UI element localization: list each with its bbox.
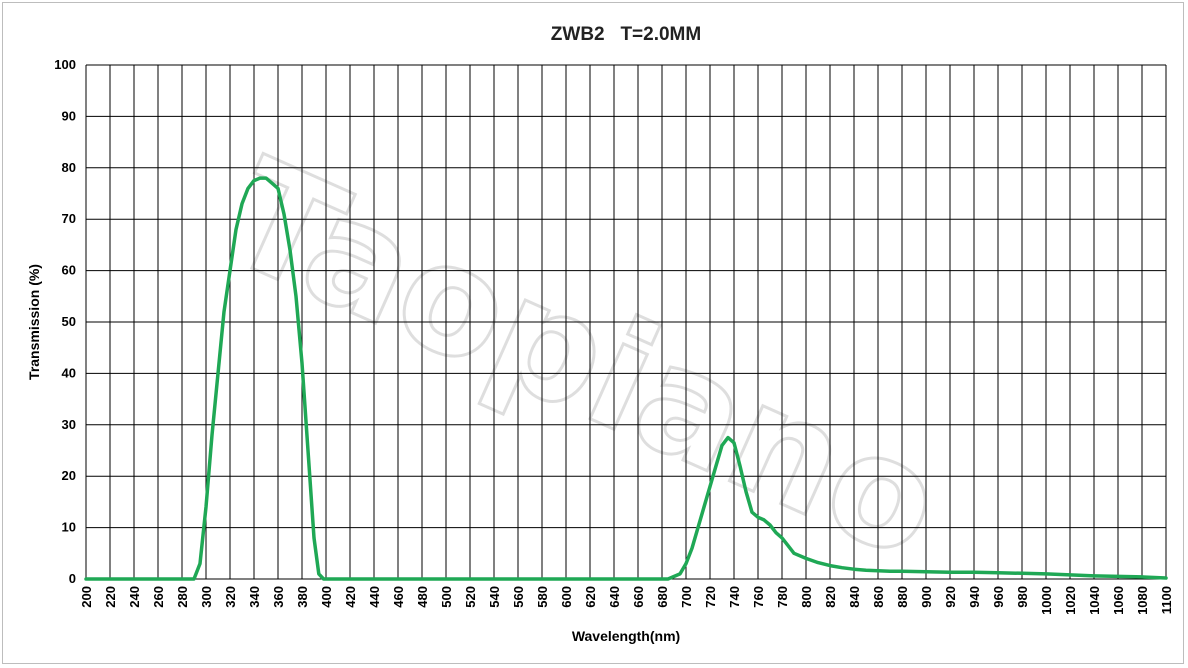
x-tick-label: 740 <box>727 586 742 608</box>
x-tick-label: 1000 <box>1039 586 1054 615</box>
x-tick-label: 380 <box>295 586 310 608</box>
x-tick-label: 200 <box>79 586 94 608</box>
x-tick-label: 840 <box>847 586 862 608</box>
x-tick-label: 520 <box>463 586 478 608</box>
y-tick-labels: 0 10 20 30 40 50 60 70 80 90 100 <box>54 57 76 586</box>
x-tick-label: 760 <box>751 586 766 608</box>
x-tick-label: 700 <box>679 586 694 608</box>
x-tick-label: 400 <box>319 586 334 608</box>
x-tick-label: 1080 <box>1135 586 1150 615</box>
x-axis-label: Wavelength(nm) <box>572 628 680 644</box>
y-axis-label: Transmission (%) <box>26 264 42 380</box>
x-tick-label: 220 <box>103 586 118 608</box>
x-tick-label: 780 <box>775 586 790 608</box>
x-tick-label: 300 <box>199 586 214 608</box>
x-tick-label: 800 <box>799 586 814 608</box>
x-tick-label: 260 <box>151 586 166 608</box>
y-tick-label: 80 <box>62 160 76 175</box>
x-tick-label: 940 <box>967 586 982 608</box>
x-tick-label: 600 <box>559 586 574 608</box>
series-layer <box>84 176 1168 581</box>
x-tick-label: 1040 <box>1087 586 1102 615</box>
x-tick-label: 460 <box>391 586 406 608</box>
x-tick-label: 640 <box>607 586 622 608</box>
x-tick-label: 960 <box>991 586 1006 608</box>
x-tick-label: 1020 <box>1063 586 1078 615</box>
watermark-text: Taopiano <box>203 127 965 594</box>
y-tick-label: 10 <box>62 520 76 535</box>
x-tick-label: 500 <box>439 586 454 608</box>
x-tick-label: 660 <box>631 586 646 608</box>
x-tick-label: 340 <box>247 586 262 608</box>
y-tick-label: 70 <box>62 211 76 226</box>
x-tick-label: 720 <box>703 586 718 608</box>
y-tick-label: 100 <box>54 57 76 72</box>
y-tick-label: 90 <box>62 108 76 123</box>
x-tick-label: 900 <box>919 586 934 608</box>
x-tick-label: 620 <box>583 586 598 608</box>
x-tick-label: 540 <box>487 586 502 608</box>
x-tick-label: 980 <box>1015 586 1030 608</box>
x-tick-label: 680 <box>655 586 670 608</box>
x-tick-label: 580 <box>535 586 550 608</box>
x-tick-label: 480 <box>415 586 430 608</box>
x-tick-label: 1060 <box>1111 586 1126 615</box>
y-tick-label: 40 <box>62 365 76 380</box>
grid-lines <box>85 64 1167 580</box>
y-tick-label: 20 <box>62 468 76 483</box>
x-tick-label: 1100 <box>1159 586 1174 614</box>
x-tick-label: 320 <box>223 586 238 608</box>
y-tick-label: 30 <box>62 417 76 432</box>
x-tick-label: 560 <box>511 586 526 608</box>
y-tick-label: 50 <box>62 314 76 329</box>
x-tick-label: 880 <box>895 586 910 608</box>
x-tick-label: 440 <box>367 586 382 608</box>
x-tick-label: 920 <box>943 586 958 608</box>
x-tick-label: 820 <box>823 586 838 608</box>
x-tick-label: 420 <box>343 586 358 608</box>
y-tick-label: 0 <box>69 571 76 586</box>
x-tick-label: 860 <box>871 586 886 608</box>
chart-title: ZWB2 T=2.0MM <box>551 24 701 45</box>
x-tick-label: 240 <box>127 586 142 608</box>
series-line <box>84 176 1168 581</box>
y-tick-label: 60 <box>62 263 76 278</box>
x-tick-label: 280 <box>175 586 190 608</box>
x-tick-label: 360 <box>271 586 286 608</box>
x-tick-labels: 200 220 240 260 280 300 320 340 360 380 400 420 440 4… <box>79 586 1174 615</box>
